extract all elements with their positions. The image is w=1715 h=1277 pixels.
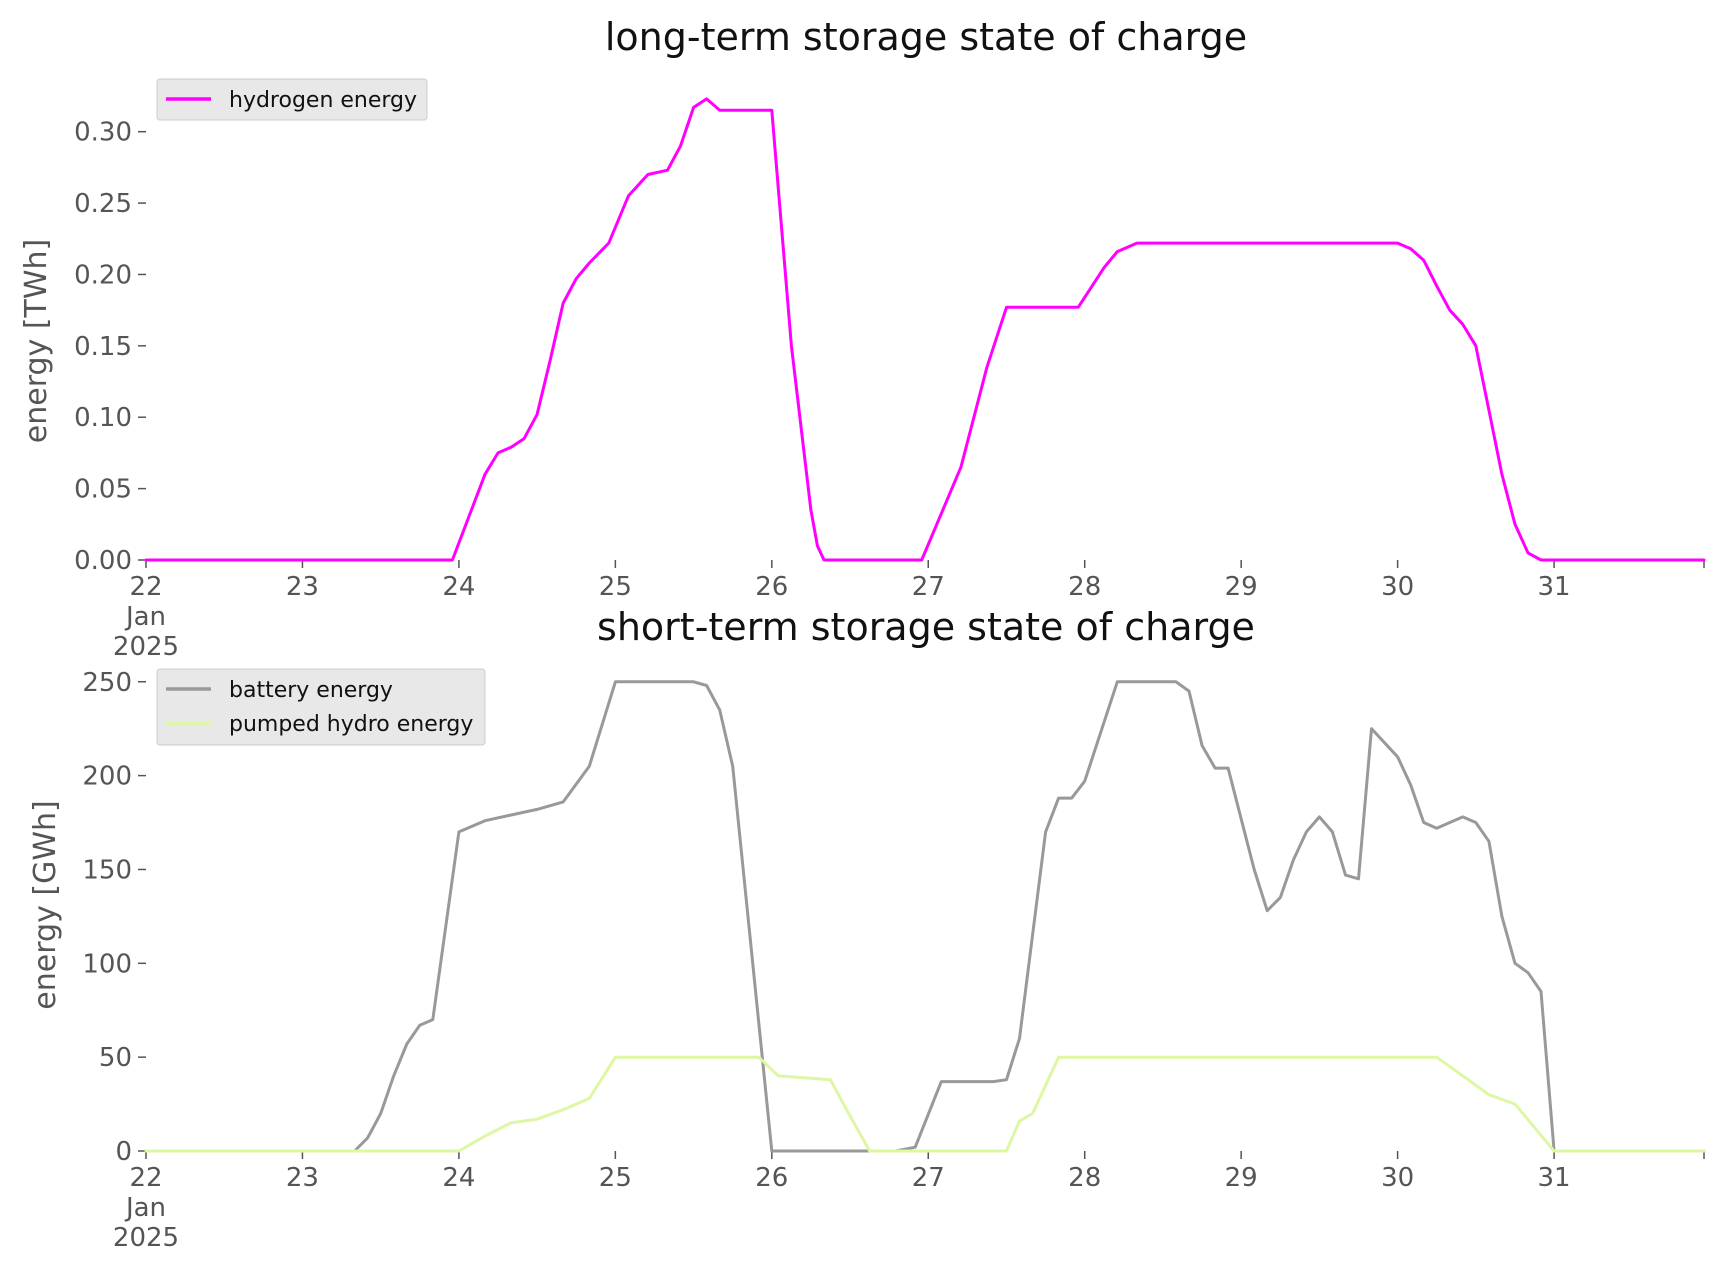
x-tick-label: 24 [442,572,475,602]
y-tick-label: 50 [99,1043,132,1073]
x-tick-label: 31 [1538,572,1571,602]
x-tick-label: 25 [599,1163,632,1193]
x-tick-label: 28 [1068,1163,1101,1193]
y-tick-label: 200 [82,762,132,792]
legend: battery energy pumped hydro energy [156,668,486,746]
y-tick-label: 0.30 [74,118,132,148]
y-tick-label: 250 [82,668,132,698]
y-tick-label: 0.15 [74,332,132,362]
legend-label: battery energy [229,678,393,703]
y-tick-label: 0.20 [74,260,132,290]
x-tick-label: 2025 [113,1223,179,1253]
x-tick-label: 2025 [113,632,179,662]
chart-title: long-term storage state of charge [605,15,1247,59]
y-tick-label: 0 [115,1137,132,1167]
y-tick-label: 0.05 [74,475,132,505]
series-lines [144,97,1706,562]
legend-box [156,78,428,121]
x-tick-label: 29 [1225,572,1258,602]
y-tick-label: 0.00 [74,546,132,576]
x-tick-label: Jan [124,1193,166,1223]
long-term-storage-panel: long-term storage state of charge energy… [19,15,1706,662]
short-term-storage-panel: short-term storage state of charge energ… [28,605,1706,1253]
y-axis-label: energy [GWh] [28,800,63,1009]
series-lines [144,680,1706,1153]
legend: hydrogen energy [156,78,428,121]
chart-title: short-term storage state of charge [597,605,1255,649]
series-line-hydrogen-energy [144,97,1706,562]
x-tick-label: 26 [755,572,788,602]
x-tick-label: Jan [124,602,166,632]
x-tick-label: 30 [1381,1163,1414,1193]
series-line-battery-energy [144,680,1706,1153]
x-tick-label: 22 [129,1163,162,1193]
x-tick-label: 24 [442,1163,475,1193]
x-tick-label: 27 [912,1163,945,1193]
x-tick-label: 23 [286,1163,319,1193]
x-tick-label: 29 [1225,1163,1258,1193]
series-line-pumped-hydro-energy [144,1055,1706,1153]
x-tick-label: 27 [912,572,945,602]
y-tick-label: 0.25 [74,189,132,219]
x-tick-label: 26 [755,1163,788,1193]
x-tick-label: 23 [286,572,319,602]
y-tick-label: 100 [82,949,132,979]
x-tick-label: 22 [129,572,162,602]
y-tick-label: 0.10 [74,403,132,433]
x-tick-label: 25 [599,572,632,602]
x-tick-label: 30 [1381,572,1414,602]
x-tick-label: 31 [1538,1163,1571,1193]
legend-label: hydrogen energy [229,88,417,113]
legend-label: pumped hydro energy [229,712,473,737]
x-tick-label: 28 [1068,572,1101,602]
y-axis-label: energy [TWh] [19,239,54,443]
y-tick-label: 150 [82,855,132,885]
legend-box [156,668,486,746]
